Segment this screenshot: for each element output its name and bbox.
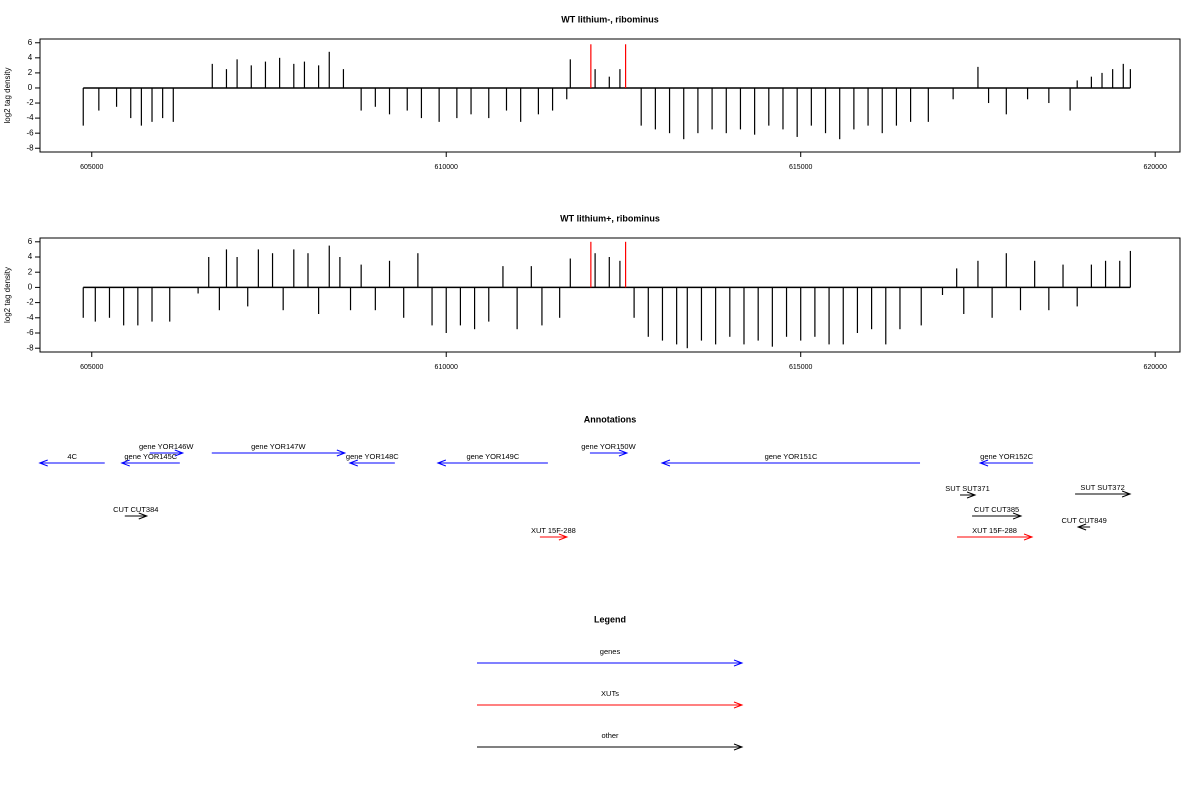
x-tick-label: 615000 — [789, 164, 812, 171]
feature-label: gene YOR145C — [124, 452, 177, 461]
feature-label: gene YOR148C — [346, 452, 399, 461]
y-tick-label: 2 — [28, 267, 33, 276]
feature-arrow — [960, 491, 977, 499]
feature-arrow — [589, 449, 629, 457]
x-tick-label: 605000 — [80, 364, 103, 371]
legend-title: Legend — [594, 614, 626, 624]
y-tick-label: 4 — [28, 53, 33, 62]
y-tick-label: 6 — [28, 237, 33, 246]
feature-arrow — [978, 459, 1034, 467]
plot-frame — [39, 237, 1181, 353]
feature-arrow — [539, 533, 569, 541]
feature-label: gene YOR150W — [581, 442, 636, 451]
feature-arrow — [120, 459, 180, 467]
x-tick-label: 615000 — [789, 364, 812, 371]
y-tick-label: -6 — [26, 328, 34, 337]
feature-label: gene YOR149C — [466, 452, 519, 461]
legend-arrow — [477, 659, 744, 667]
x-tick-label: 620000 — [1144, 164, 1167, 171]
y-tick-label: 0 — [28, 283, 33, 292]
feature-label: gene YOR152C — [980, 452, 1033, 461]
feature-label: SUT SUT372 — [1080, 483, 1124, 492]
feature-arrow — [1076, 523, 1091, 531]
feature-label: CUT CUT384 — [113, 505, 158, 514]
y-tick-label: -2 — [26, 298, 34, 307]
legend-label: other — [601, 731, 619, 740]
feature-arrow — [348, 459, 395, 467]
feature-label: CUT CUT849 — [1061, 516, 1106, 525]
feature-label: SUT SUT371 — [945, 484, 989, 493]
feature-label: 4C — [67, 452, 77, 461]
feature-label: gene YOR147W — [251, 442, 306, 451]
y-tick-label: 2 — [28, 68, 33, 77]
legend-label: genes — [600, 647, 621, 656]
feature-label: XUT 15F-288 — [972, 526, 1017, 535]
y-axis-label: log2 tag density — [3, 267, 12, 323]
x-tick-label: 610000 — [435, 364, 458, 371]
feature-arrow — [660, 459, 921, 467]
y-tick-label: 0 — [28, 83, 33, 92]
y-tick-label: 6 — [28, 38, 33, 47]
feature-arrow — [972, 512, 1023, 520]
x-tick-label: 610000 — [435, 164, 458, 171]
x-tick-label: 620000 — [1144, 364, 1167, 371]
feature-label: gene YOR151C — [765, 452, 818, 461]
feature-arrow — [957, 533, 1034, 541]
y-tick-label: -2 — [26, 98, 34, 107]
y-tick-label: 4 — [28, 252, 33, 261]
y-tick-label: -4 — [26, 113, 34, 122]
feature-arrow — [211, 449, 347, 457]
y-tick-label: -6 — [26, 128, 34, 137]
feature-arrow — [124, 512, 149, 520]
feature-label: XUT 15F-288 — [531, 526, 576, 535]
feature-arrow — [1075, 490, 1132, 498]
feature-arrow — [149, 449, 185, 457]
panel-title: Annotations — [584, 414, 637, 424]
panel-title: WT lithium+, ribominus — [560, 213, 660, 223]
y-tick-label: -8 — [26, 343, 34, 352]
x-tick-label: 605000 — [80, 164, 103, 171]
y-axis-label: log2 tag density — [3, 67, 12, 123]
legend-label: XUTs — [601, 689, 619, 698]
plot-frame — [39, 38, 1181, 153]
panel-title: WT lithium-, ribominus — [561, 14, 659, 24]
y-tick-label: -8 — [26, 143, 34, 152]
y-tick-label: -4 — [26, 313, 34, 322]
feature-arrow — [436, 459, 548, 467]
feature-arrow — [38, 459, 105, 467]
legend-arrow — [477, 701, 744, 709]
legend-arrow — [477, 743, 744, 751]
feature-label: gene YOR146W — [139, 442, 194, 451]
feature-label: CUT CUT385 — [974, 505, 1019, 514]
